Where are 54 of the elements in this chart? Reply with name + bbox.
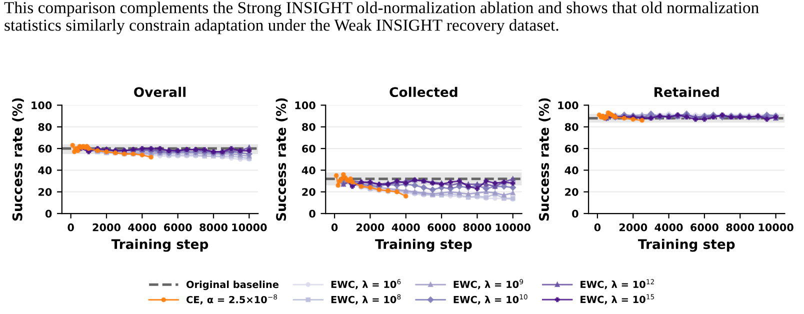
x-tick-label: 4000 [128, 223, 156, 232]
y-axis-title: Success rate (%) [12, 98, 24, 221]
x-tick-label: 6000 [164, 223, 192, 232]
y-tick-label: 40 [302, 166, 316, 174]
x-tick-label: 2000 [356, 223, 384, 232]
y-axis-title: Success rate (%) [276, 98, 288, 221]
legend-label: Original baseline [186, 280, 279, 290]
y-axis-title: Success rate (%) [538, 98, 551, 221]
legend-label: EWC, λ = 10$^{10}$ [454, 294, 528, 304]
x-tick-label: 2000 [92, 223, 120, 232]
x-tick-label: 0 [68, 223, 74, 232]
legend-label: EWC, λ = 10$^{15}$ [580, 294, 654, 304]
y-tick-label: 40 [38, 166, 52, 174]
y-tick-label: 0 [572, 210, 578, 218]
legend-label: EWC, λ = 10$^{12}$ [580, 279, 654, 290]
y-tick-label: 80 [564, 123, 578, 131]
text: This comparison complements the Strong INSIGHT old-normalization ablation and shows that old normalization statistics similarly constrain adaptation under the Weak INSIGHT recovery dataset. [4, 2, 759, 34]
legend-label: EWC, λ = 10$^{6}$ [331, 279, 401, 290]
x-tick-label: 0 [331, 223, 338, 232]
y-tick-label: 60 [302, 144, 316, 153]
y-tick-label: 20 [302, 188, 316, 196]
x-tick-label: 10000 [232, 223, 267, 232]
y-tick-label: 0 [45, 210, 52, 218]
x-tick-label: 4000 [654, 223, 683, 232]
y-tick-label: 40 [564, 166, 578, 174]
x-tick-label: 0 [594, 223, 601, 232]
x-tick-label: 4000 [392, 223, 420, 232]
x-tick-label: 6000 [428, 223, 456, 232]
y-tick-label: 80 [302, 123, 316, 131]
x-tick-label: 8000 [200, 223, 228, 232]
x-tick-label: 10000 [758, 223, 794, 232]
y-tick-label: 60 [564, 144, 578, 153]
x-tick-label: 2000 [619, 223, 648, 232]
y-tick-label: 20 [565, 188, 578, 196]
x-tick-label: 10000 [496, 223, 530, 232]
y-tick-label: 100 [295, 101, 316, 110]
y-tick-label: 100 [558, 101, 578, 110]
x-axis-title: Training step [638, 238, 735, 252]
y-tick-label: 100 [32, 101, 52, 110]
x-tick-label: 8000 [726, 223, 754, 232]
legend-label: EWC, λ = 10$^{9}$ [454, 279, 524, 290]
chart-title: Collected [390, 86, 458, 98]
chart-title: Overall [134, 86, 186, 98]
y-tick-label: 0 [309, 210, 316, 218]
legend-label: CE, α = 2.5×10$^{−8}$ [186, 294, 278, 305]
x-tick-label: 6000 [690, 223, 718, 232]
x-axis-title: Training step [111, 238, 208, 252]
x-axis-title: Training step [375, 238, 472, 252]
chart-title: Retained [654, 86, 719, 98]
y-tick-label: 20 [38, 188, 52, 196]
x-tick-label: 8000 [463, 223, 492, 232]
y-tick-label: 80 [38, 123, 52, 131]
legend-label: EWC, λ = 10$^{8}$ [331, 294, 401, 304]
y-tick-label: 60 [38, 144, 52, 153]
